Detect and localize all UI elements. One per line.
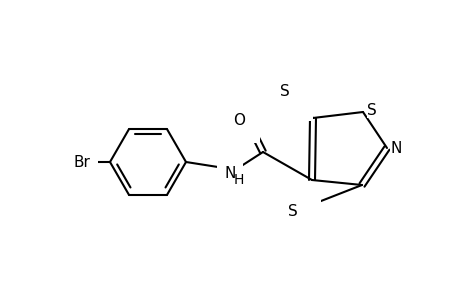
Text: N: N xyxy=(390,140,401,155)
Text: S: S xyxy=(366,103,376,118)
Text: O: O xyxy=(233,112,245,128)
Text: N: N xyxy=(224,167,235,182)
Text: S: S xyxy=(287,205,297,220)
Text: S: S xyxy=(280,83,289,98)
Text: H: H xyxy=(233,173,244,187)
Text: Br: Br xyxy=(73,154,90,169)
